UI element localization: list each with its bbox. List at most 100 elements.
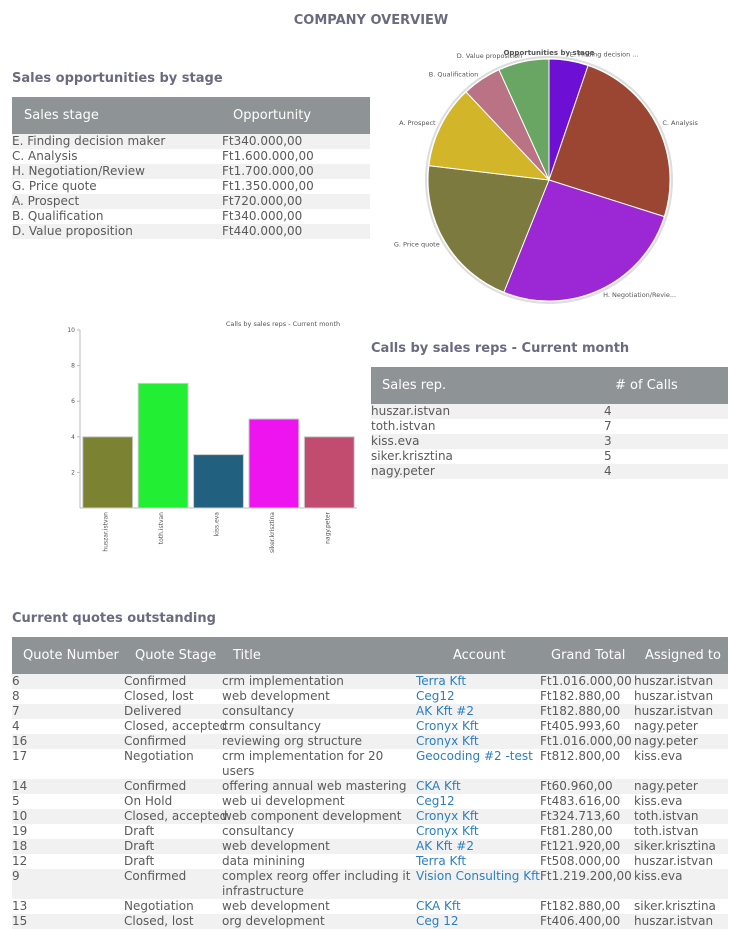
account-link[interactable]: Vision Consulting Kft [416,869,540,883]
cell: 12 [12,854,124,869]
cell: 5 [12,794,124,809]
cell: reviewing org structure [222,734,416,749]
cell: 15 [12,914,124,929]
cell: C. Analysis [12,149,222,164]
x-tick-label: nagy.peter [324,511,331,543]
cell: crm implementation [222,674,416,689]
account-link[interactable]: Terra Kft [416,854,467,868]
cell: Ft720.000,00 [222,194,370,209]
cell: Ft1.016.000,00 [540,734,634,749]
cell: 5 [604,449,728,464]
table-row: huszar.istvan 4 [371,404,728,419]
cell: Closed, accepted [124,719,227,734]
cell: Cronyx Kft [416,809,540,824]
account-link[interactable]: Ceg12 [416,794,455,808]
account-link[interactable]: Cronyx Kft [416,809,479,823]
cell: Closed, lost [124,689,222,704]
table: Sales rep. # of Calls huszar.istvan 4 toth.i… [371,367,728,479]
cell: E. Finding decision maker [12,134,222,149]
account-link[interactable]: AK Kft #2 [416,839,474,853]
cell-text: Ft340.000,00 [222,134,303,148]
account-link[interactable]: Terra Kft [416,674,467,688]
cell: huszar.istvan [634,704,728,719]
cell-text: Draft [124,854,155,868]
cell: toth.istvan [371,419,604,434]
cell: web development [222,839,416,854]
account-link[interactable]: Cronyx Kft [416,719,479,733]
table-row: 18 Draft web development AK Kft #2 Ft121.920… [12,839,728,854]
table-row: C. Analysis Ft1.600.000,00 [12,149,370,164]
cell-text: web component development [222,809,402,823]
cell-text: Ft121.920,00 [540,839,621,853]
cell-text: Ft60.960,00 [540,779,613,793]
cell: crm consultancy [222,719,416,734]
cell-text: siker.krisztina [634,839,716,853]
cell-text: crm consultancy [222,719,321,733]
cell: siker.krisztina [634,839,728,854]
table: Quote Number Quote Stage Title Account Grand… [12,637,728,929]
account-link[interactable]: Cronyx Kft [416,824,479,838]
cell: web development [222,689,416,704]
slice-label: H. Negotiation/Revie... [603,291,676,299]
cell-text: Confirmed [124,734,187,748]
cell-text: 5 [604,449,612,463]
cell: Ft182.880,00 [540,899,634,914]
column-header: Title [222,637,416,674]
account-link[interactable]: Ceg 12 [416,914,459,928]
cell-text: org development [222,914,325,928]
bar [303,436,355,509]
cell-text: Negotiation [124,749,194,763]
cell-text: nagy.peter [634,734,698,748]
table-row: 12 Draft data minining Terra Kft Ft508.000,0… [12,854,728,869]
cell: huszar.istvan [371,404,604,419]
cell: Confirmed [124,734,222,749]
bar [248,418,300,509]
cell-text: Ft483.616,00 [540,794,621,808]
chart-title: Calls by sales reps - Current month [226,320,340,328]
cell-text: H. Negotiation/Review [12,164,145,178]
cell-text: C. Analysis [12,149,78,163]
account-link[interactable]: Ceg12 [416,689,455,703]
bar [82,436,134,509]
cell: 8 [12,689,124,704]
account-link[interactable]: Cronyx Kft [416,734,479,748]
table-row: 10 Closed, accepted web component developm… [12,809,728,824]
cell-text: A. Prospect [12,194,80,208]
cell-text: Negotiation [124,899,194,913]
cell-text: E. Finding decision maker [12,134,166,148]
cell-text: Ft508.000,00 [540,854,621,868]
cell-text: 16 [12,734,28,748]
table-row: 6 Confirmed crm implementation Terra Kft Ft1… [12,674,728,689]
x-tick-label: siker.krisztina [269,512,276,553]
cell: 16 [12,734,124,749]
cell: 18 [12,839,124,854]
cell-text: toth.istvan [634,824,699,838]
cell-text: nagy.peter [371,464,435,478]
cell: consultancy [222,704,416,719]
cell: Ft812.800,00 [540,749,634,779]
cell: 14 [12,779,124,794]
cell: Ft483.616,00 [540,794,634,809]
account-link[interactable]: CKA Kft [416,899,461,913]
cell: kiss.eva [634,869,728,899]
cell-text: kiss.eva [634,869,683,883]
y-tick-label: 2 [71,469,75,476]
cell-text: Confirmed [124,674,187,688]
cell: AK Kft #2 [416,704,540,719]
cell: Negotiation [124,749,222,779]
table-row: 13 Negotiation web development CKA Kft Ft182… [12,899,728,914]
account-link[interactable]: AK Kft #2 [416,704,474,718]
pie-slice [503,179,665,302]
cell-text: Ft1.016.000,00 [540,734,632,748]
cell-text: Delivered [124,704,182,718]
account-link[interactable]: Geocoding #2 -test [416,749,533,763]
x-tick-label: toth.istvan [158,512,165,544]
table: Sales stage Opportunity E. Finding decisio… [12,97,370,239]
cell: Closed, accepted [124,809,227,824]
cell-text: 9 [12,869,20,883]
cell: D. Value proposition [12,224,222,239]
cell-text: Ft324.713,60 [540,809,621,823]
cell-text: 6 [12,674,20,688]
cell-text: Closed, lost [124,914,194,928]
account-link[interactable]: CKA Kft [416,779,461,793]
